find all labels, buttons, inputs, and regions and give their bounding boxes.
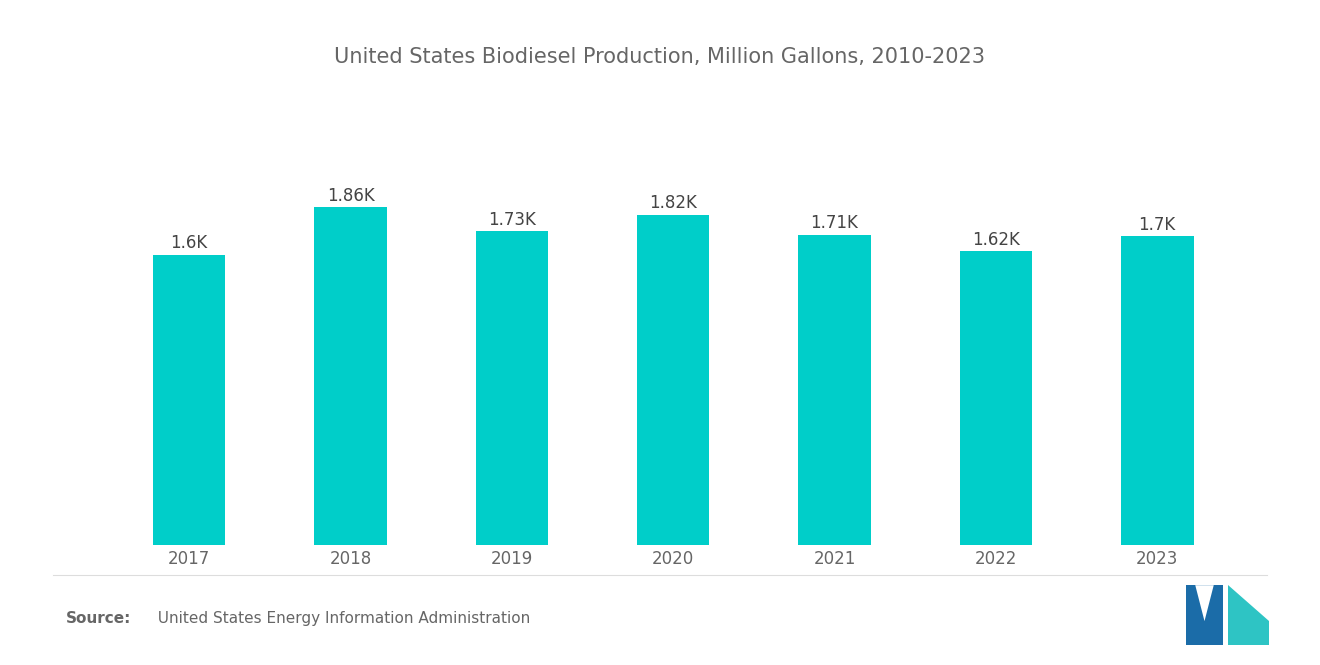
Text: United States Biodiesel Production, Million Gallons, 2010-2023: United States Biodiesel Production, Mill… — [334, 47, 986, 66]
Text: 1.82K: 1.82K — [649, 194, 697, 212]
Polygon shape — [1196, 585, 1214, 621]
Polygon shape — [1185, 585, 1222, 645]
Bar — [475, 231, 548, 545]
Text: 1.73K: 1.73K — [488, 211, 536, 229]
Polygon shape — [1228, 585, 1270, 621]
Text: Source:: Source: — [66, 611, 132, 626]
Bar — [1121, 237, 1193, 545]
Text: 1.71K: 1.71K — [810, 214, 858, 233]
Text: United States Energy Information Administration: United States Energy Information Adminis… — [148, 611, 531, 626]
Bar — [799, 235, 871, 545]
Bar — [314, 207, 387, 545]
Bar — [960, 251, 1032, 545]
Bar — [636, 215, 709, 545]
Text: 1.86K: 1.86K — [326, 187, 375, 205]
Text: 1.62K: 1.62K — [972, 231, 1020, 249]
Polygon shape — [1228, 585, 1270, 645]
Text: 1.7K: 1.7K — [1139, 216, 1176, 234]
Text: 1.6K: 1.6K — [170, 234, 207, 253]
Bar — [153, 255, 226, 545]
